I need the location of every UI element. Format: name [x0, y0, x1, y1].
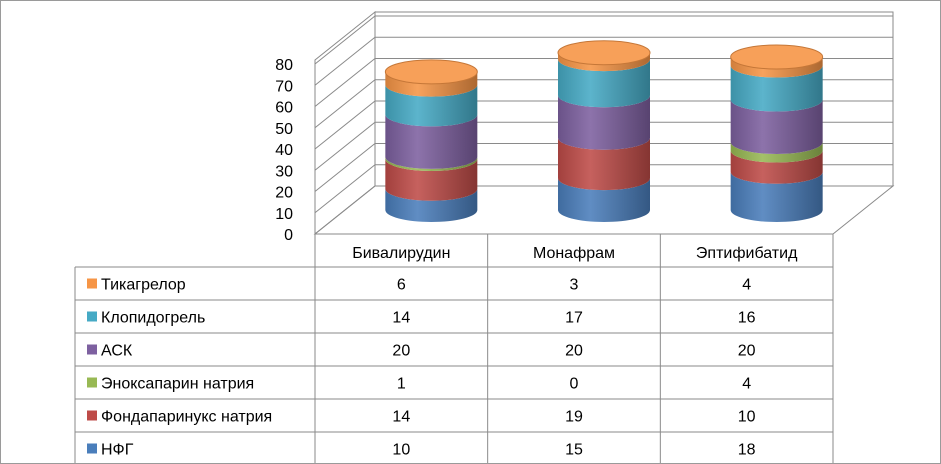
gridline — [314, 79, 893, 129]
gridline — [314, 121, 893, 171]
data-value: 18 — [738, 442, 756, 459]
gridline — [314, 36, 893, 86]
bar-segment — [558, 59, 650, 108]
data-value: 6 — [397, 277, 406, 294]
category-label: Эптифибатид — [696, 245, 798, 262]
bar-segment — [730, 57, 823, 78]
bar-segment — [558, 178, 650, 222]
data-value: 20 — [738, 343, 756, 360]
series-name: НФГ — [101, 442, 134, 459]
y-tick-label: 60 — [275, 100, 293, 117]
gridline — [314, 100, 893, 150]
data-value: 14 — [392, 310, 410, 327]
legend-key — [87, 377, 97, 388]
y-tick-label: 40 — [275, 142, 293, 159]
bar-segment — [730, 150, 823, 184]
bar-segment — [730, 99, 823, 154]
legend-key — [87, 344, 97, 355]
y-tick-label: 10 — [275, 206, 293, 223]
legend-key — [87, 410, 97, 421]
bar-top-cap — [557, 40, 651, 66]
series-name: Тикагрелор — [101, 277, 186, 294]
data-value: 1 — [397, 376, 406, 393]
y-tick-label: 50 — [275, 121, 293, 138]
gridline — [314, 164, 893, 214]
data-value: 4 — [742, 376, 751, 393]
data-value: 14 — [392, 409, 410, 426]
data-value: 10 — [738, 409, 756, 426]
series-name: Клопидогрель — [101, 310, 205, 327]
bar-segment — [730, 171, 823, 223]
bar-top-cap — [384, 59, 478, 85]
bar-segment — [385, 114, 478, 169]
category-label: Бивалирудин — [352, 245, 450, 262]
data-value: 17 — [565, 310, 583, 327]
data-value: 20 — [392, 343, 410, 360]
bar-segment — [558, 95, 650, 150]
bar-segment — [385, 159, 478, 201]
legend-key — [87, 443, 97, 454]
bar-segment — [385, 188, 478, 223]
series-name: АСК — [101, 343, 133, 360]
bar-segment — [385, 84, 478, 127]
gridline — [314, 185, 893, 235]
data-value: 20 — [565, 343, 583, 360]
bar-segment — [385, 156, 478, 171]
y-tick-label: 20 — [275, 185, 293, 202]
data-value: 0 — [570, 376, 579, 393]
bars — [384, 40, 824, 223]
series-name: Фондапаринукс натрия — [101, 409, 272, 426]
category-label: Монафрам — [533, 245, 615, 262]
y-tick-label: 70 — [275, 78, 293, 95]
bar-segment — [558, 52, 650, 72]
bar-segment — [730, 65, 823, 112]
data-value: 15 — [565, 442, 583, 459]
gridlines — [314, 15, 893, 235]
data-value: 19 — [565, 409, 583, 426]
gridline — [314, 58, 893, 107]
gridline — [314, 15, 893, 65]
data-value: 3 — [570, 277, 579, 294]
series-name: Эноксапарин натрия — [101, 376, 254, 393]
bar-top-cap — [730, 44, 824, 70]
data-value: 10 — [392, 442, 410, 459]
y-tick-label: 30 — [275, 163, 293, 180]
legend-key — [87, 311, 97, 322]
legend-key — [87, 278, 97, 289]
bar-segment — [558, 137, 650, 191]
y-axis-tick-labels: 0 10 20 30 40 50 60 70 80 — [275, 57, 293, 244]
bar-segment — [730, 142, 823, 163]
data-value: 4 — [742, 277, 751, 294]
y-tick-label: 0 — [284, 227, 293, 244]
data-value: 16 — [738, 310, 756, 327]
gridline — [314, 143, 893, 192]
y-tick-label: 80 — [275, 57, 293, 74]
